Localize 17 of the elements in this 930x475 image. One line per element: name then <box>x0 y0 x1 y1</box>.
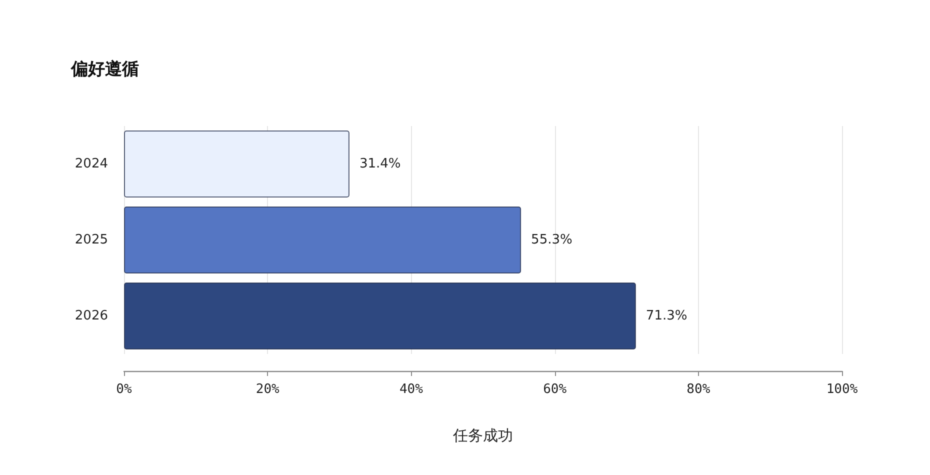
y-tick-label: 2026 <box>74 308 108 324</box>
x-tick-label: 80% <box>686 382 710 397</box>
bar <box>124 130 350 198</box>
x-tick-label: 40% <box>399 382 424 397</box>
bar <box>124 206 522 274</box>
data-label: 31.4% <box>359 156 401 172</box>
chart-title: 偏好遵循 <box>70 60 139 80</box>
y-tick-label: 2024 <box>74 156 108 172</box>
x-tick-label: 20% <box>256 382 280 397</box>
x-tick-label: 100% <box>826 382 858 397</box>
x-axis-title: 任务成功 <box>452 426 513 444</box>
data-label: 55.3% <box>531 232 572 248</box>
x-tick-label: 0% <box>116 382 132 397</box>
bar <box>124 282 636 350</box>
y-tick-label: 2025 <box>74 232 108 248</box>
x-tick-label: 60% <box>543 382 567 397</box>
data-label: 71.3% <box>646 308 688 324</box>
